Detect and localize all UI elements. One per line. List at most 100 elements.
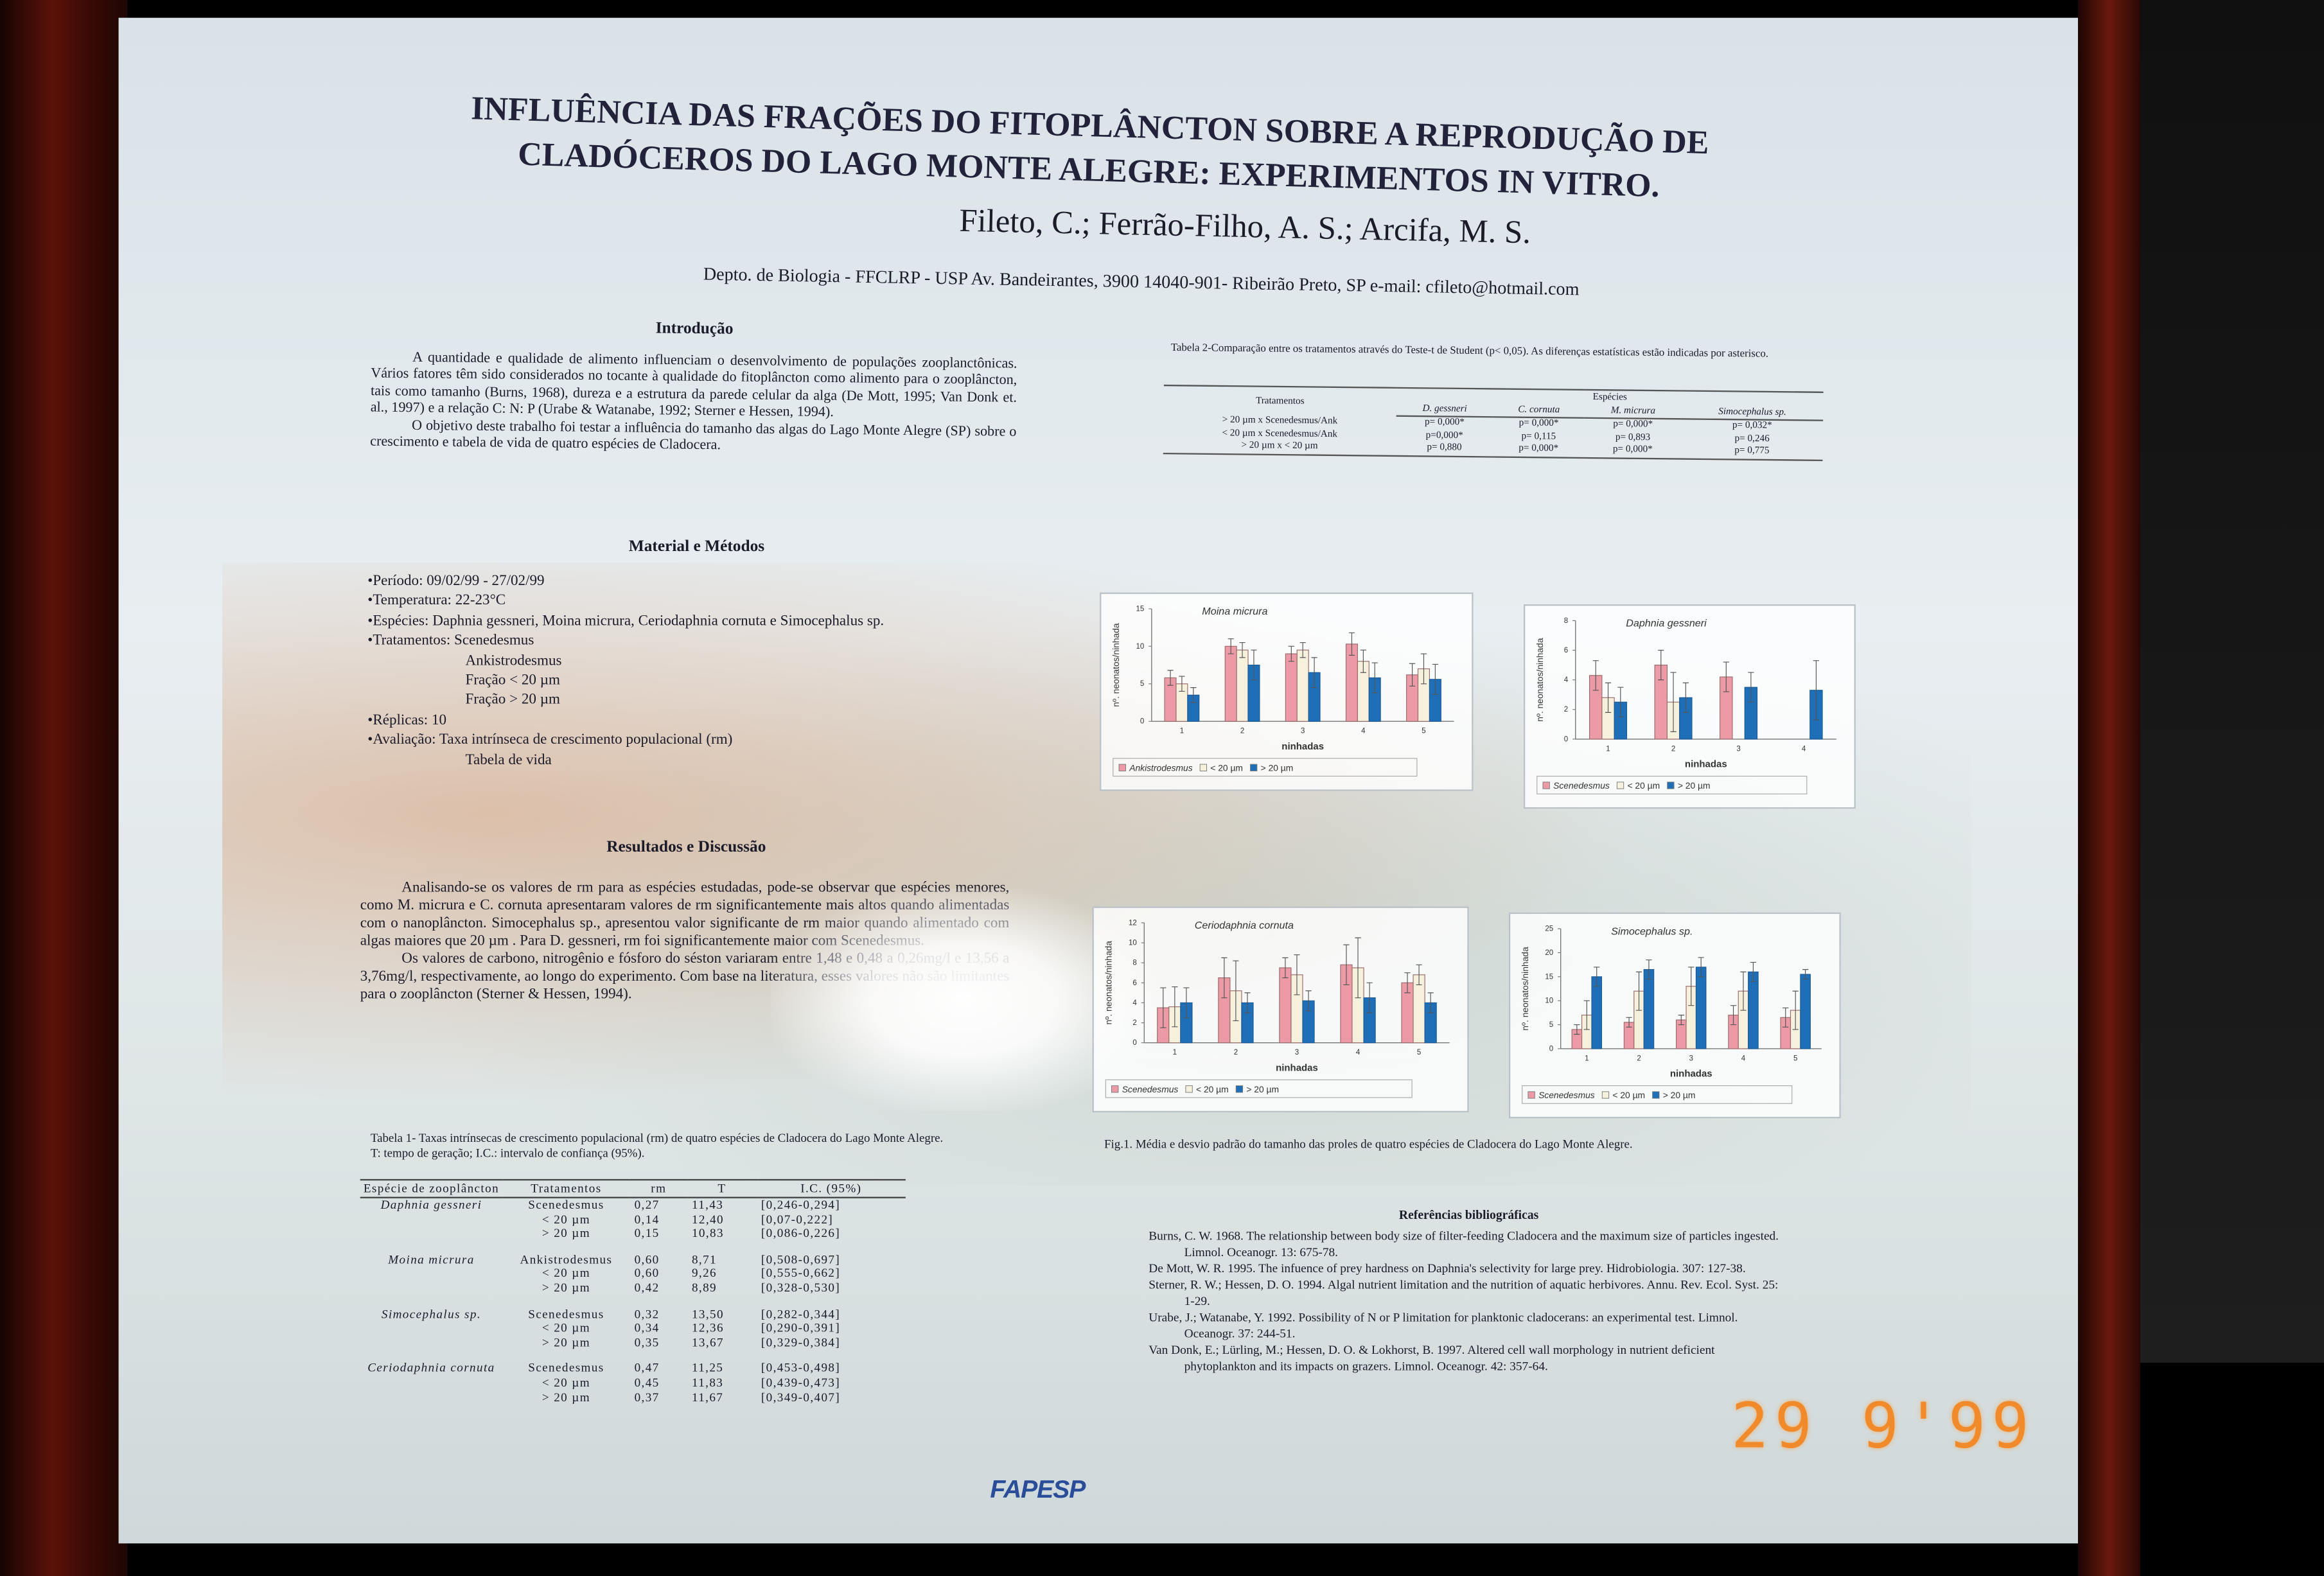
error-bar: [1617, 687, 1624, 717]
error-bar: [1748, 672, 1754, 703]
error-bar: [1366, 982, 1373, 1013]
y-axis-label: nº. neonatos/ninhada: [1520, 947, 1530, 1031]
bar: [1285, 653, 1298, 722]
table-cell: 10,83: [691, 1227, 724, 1240]
y-tick-label: 15: [1136, 605, 1144, 613]
reference: Urabe, J.; Watanabe, Y. 1992. Possibilit…: [1149, 1311, 1738, 1341]
legend-box: [1105, 1079, 1413, 1098]
legend-label: > 20 µm: [1261, 762, 1294, 773]
x-axis-label: ninhadas: [1670, 1069, 1712, 1080]
y-tick-label: 10: [1136, 643, 1144, 651]
method-item: •Tratamentos: Scenedesmus: [367, 633, 534, 649]
table-cell: p= 0,246: [1734, 432, 1770, 444]
error-bar: [1183, 987, 1190, 1019]
error-bar: [1355, 937, 1361, 999]
error-bar: [1432, 663, 1438, 695]
x-tick-label: 1: [1606, 745, 1610, 753]
table-row: > 20 µm 0,42 8,89 [0,328-0,530]: [360, 1281, 906, 1295]
bar: [1224, 645, 1237, 722]
y-tick-label: 6: [1564, 647, 1568, 654]
bar-chart: 0 2 4 6 8 Daphnia gessneri nº. neonatos/ninhad…: [1535, 617, 1836, 794]
figure-panel: 0 2 4 6 8 10 12 Ceriodaphnia cornuta nº. neonato…: [1092, 906, 1469, 1113]
y-tick-label: 4: [1132, 999, 1137, 1007]
table-cell: Scenedesmus: [528, 1307, 604, 1321]
error-bar: [1172, 986, 1178, 1028]
table-cell: [0,290-0,391]: [761, 1321, 841, 1335]
column-header: Simocephalus sp.: [1681, 405, 1824, 421]
paragraph: O objetivo deste trabalho foi testar a i…: [370, 417, 1017, 454]
error-bar: [1635, 971, 1642, 1011]
table-cell: p= 0,893: [1615, 432, 1651, 442]
table-cell: [0,349-0,407]: [761, 1390, 841, 1404]
column-header: Espécie de zooplâncton: [360, 1178, 503, 1198]
legend-swatch: [1235, 1085, 1244, 1093]
y-tick-label: 25: [1545, 925, 1553, 933]
table-cell: 8,89: [691, 1281, 717, 1295]
error-bar: [1723, 661, 1729, 692]
error-bar: [1239, 642, 1246, 658]
x-tick-label: 4: [1356, 1049, 1360, 1056]
method-item: •Espécies: Daphnia gessneri, Moina micru…: [367, 613, 885, 629]
table-cell: > 20 µm x < 20 µm: [1163, 439, 1396, 455]
reference: De Mott, W. R. 1995. The infuence of pre…: [1149, 1262, 1746, 1275]
legend-swatch: [1527, 1091, 1535, 1099]
section-heading: Material e Métodos: [628, 538, 765, 556]
section-heading: Referências bibliográficas: [1398, 1207, 1539, 1222]
x-tick-label: 3: [1295, 1049, 1299, 1056]
table-row: < 20 µm 0,45 11,83 [0,439-0,473]: [360, 1376, 906, 1390]
error-bar: [1594, 967, 1600, 987]
y-tick-label: 2: [1132, 1019, 1136, 1027]
species-cell: Simocephalus sp.: [381, 1307, 482, 1321]
error-bar: [1783, 1007, 1789, 1028]
table-cell: < 20 µm: [541, 1266, 590, 1281]
x-tick-label: 4: [1741, 1055, 1746, 1062]
legend-label: < 20 µm: [1210, 762, 1243, 773]
y-tick-label: 5: [1140, 680, 1144, 688]
error-bar: [1427, 992, 1434, 1013]
x-tick-label: 2: [1637, 1055, 1641, 1062]
legend-swatch: [1199, 764, 1208, 771]
table-cell: 0,60: [634, 1252, 660, 1266]
table-cell: > 20 µm: [541, 1335, 590, 1349]
error-bar: [1583, 1000, 1590, 1030]
error-bar: [1626, 1017, 1632, 1028]
legend-box: [1536, 775, 1808, 794]
bar: [1643, 969, 1655, 1049]
error-bar: [1682, 682, 1689, 713]
y-tick-label: 8: [1132, 959, 1136, 967]
column-header: Tratamentos: [502, 1178, 630, 1198]
table-cell: 11,83: [691, 1376, 724, 1390]
table-row: Ceriodaphnia cornuta Scenedesmus 0,47 11,25…: [360, 1350, 906, 1376]
reference: Burns, C. W. 1968. The relationship betw…: [1149, 1229, 1779, 1259]
legend-swatch: [1250, 764, 1258, 771]
reference: Van Donk, E.; Lürling, M.; Hessen, D. O.…: [1149, 1343, 1715, 1374]
error-bar: [1730, 1005, 1737, 1026]
table-cell: 12,36: [691, 1321, 724, 1335]
table-cell: > 20 µm: [541, 1390, 590, 1404]
table-cell: [0,508-0,697]: [761, 1252, 841, 1266]
table-cell: 0,27: [634, 1198, 660, 1212]
error-bar: [1294, 954, 1300, 995]
x-tick-label: 1: [1173, 1049, 1177, 1056]
y-tick-label: 2: [1564, 706, 1568, 714]
reference: Sterner, R. W.; Hessen, D. O. 1994. Alga…: [1149, 1278, 1779, 1308]
error-bar: [1179, 676, 1185, 692]
x-axis-label: ninhadas: [1685, 759, 1727, 770]
table-cell: [0,328-0,530]: [761, 1281, 841, 1295]
method-item: •Réplicas: 10: [367, 712, 447, 729]
error-bar: [1299, 642, 1306, 658]
methods: •Período: 09/02/99 - 27/02/99 •Temperatur…: [367, 572, 1019, 770]
chart-title: Ceriodaphnia cornuta: [1195, 920, 1294, 931]
error-bar: [1605, 682, 1612, 713]
table-cell: p= 0,000*: [1424, 417, 1465, 428]
error-bar: [1688, 967, 1695, 1006]
table-cell: > 20 µm: [541, 1281, 590, 1295]
method-item: •Avaliação: Taxa intrínseca de crescimen…: [367, 731, 733, 749]
error-bar: [1343, 944, 1350, 985]
method-item: •Temperatura: 22-23°C: [367, 593, 506, 609]
table-cell: p= 0,000*: [1584, 444, 1682, 459]
legend-label: Scenedesmus: [1538, 1090, 1595, 1100]
x-tick-label: 3: [1736, 745, 1740, 753]
